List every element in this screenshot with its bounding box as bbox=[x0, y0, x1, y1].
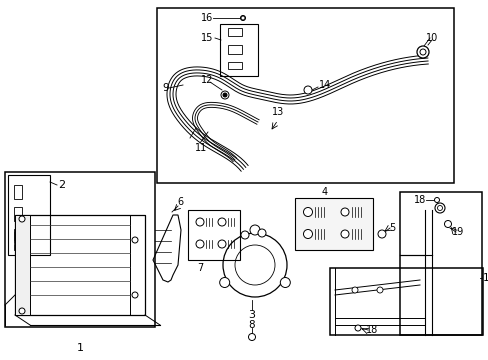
Text: 2: 2 bbox=[58, 180, 65, 190]
Text: 11: 11 bbox=[195, 143, 207, 153]
Text: 16: 16 bbox=[201, 13, 213, 23]
Bar bbox=[157, 8, 453, 183]
Bar bbox=[15, 215, 30, 315]
Bar bbox=[14, 229, 22, 243]
Bar bbox=[329, 268, 482, 335]
Circle shape bbox=[444, 220, 450, 228]
Bar bbox=[187, 210, 240, 260]
Bar bbox=[227, 62, 242, 69]
Circle shape bbox=[248, 333, 255, 341]
Bar bbox=[14, 207, 22, 221]
Circle shape bbox=[221, 91, 228, 99]
Bar bbox=[14, 185, 22, 199]
Text: 18: 18 bbox=[413, 195, 425, 205]
Bar bbox=[220, 24, 258, 76]
Circle shape bbox=[249, 225, 260, 235]
Text: 6: 6 bbox=[177, 197, 183, 207]
Circle shape bbox=[241, 16, 244, 20]
Circle shape bbox=[303, 207, 312, 216]
Bar bbox=[294, 198, 372, 250]
Text: 1: 1 bbox=[76, 343, 83, 353]
Bar bbox=[227, 45, 242, 54]
Bar bbox=[227, 28, 242, 36]
Circle shape bbox=[377, 230, 385, 238]
Circle shape bbox=[434, 198, 439, 202]
Circle shape bbox=[416, 46, 428, 58]
Circle shape bbox=[304, 86, 311, 94]
Circle shape bbox=[19, 216, 25, 222]
Circle shape bbox=[196, 218, 203, 226]
Bar bbox=[15, 215, 145, 315]
Text: 3: 3 bbox=[248, 310, 255, 320]
Text: 9: 9 bbox=[162, 83, 168, 93]
Bar bbox=[130, 215, 145, 315]
Text: 10: 10 bbox=[425, 33, 437, 43]
Circle shape bbox=[354, 325, 360, 331]
Text: 5: 5 bbox=[388, 223, 394, 233]
Circle shape bbox=[218, 218, 225, 226]
Text: 18: 18 bbox=[365, 325, 377, 335]
Text: 8: 8 bbox=[248, 320, 255, 330]
Bar bbox=[14, 244, 22, 250]
Circle shape bbox=[219, 278, 229, 288]
Circle shape bbox=[280, 278, 290, 288]
Circle shape bbox=[218, 240, 225, 248]
Circle shape bbox=[19, 308, 25, 314]
Bar bbox=[5, 172, 155, 327]
Circle shape bbox=[419, 49, 425, 55]
Text: 17: 17 bbox=[482, 273, 488, 283]
Text: 13: 13 bbox=[271, 107, 284, 117]
Circle shape bbox=[196, 240, 203, 248]
Bar bbox=[399, 192, 481, 335]
Bar bbox=[8, 175, 50, 255]
Circle shape bbox=[240, 15, 245, 21]
Text: 14: 14 bbox=[318, 80, 330, 90]
Circle shape bbox=[340, 208, 348, 216]
Circle shape bbox=[303, 230, 312, 238]
Text: 19: 19 bbox=[451, 227, 463, 237]
Circle shape bbox=[434, 203, 444, 213]
Circle shape bbox=[437, 206, 442, 211]
Circle shape bbox=[351, 287, 357, 293]
Text: 15: 15 bbox=[201, 33, 213, 43]
Circle shape bbox=[340, 230, 348, 238]
Text: 4: 4 bbox=[321, 187, 327, 197]
Text: 12: 12 bbox=[201, 75, 213, 85]
Circle shape bbox=[223, 93, 226, 97]
Bar bbox=[14, 232, 22, 240]
Circle shape bbox=[376, 287, 382, 293]
Text: 7: 7 bbox=[197, 263, 203, 273]
Circle shape bbox=[258, 229, 265, 237]
Circle shape bbox=[241, 231, 248, 239]
Circle shape bbox=[132, 292, 138, 298]
Circle shape bbox=[132, 237, 138, 243]
